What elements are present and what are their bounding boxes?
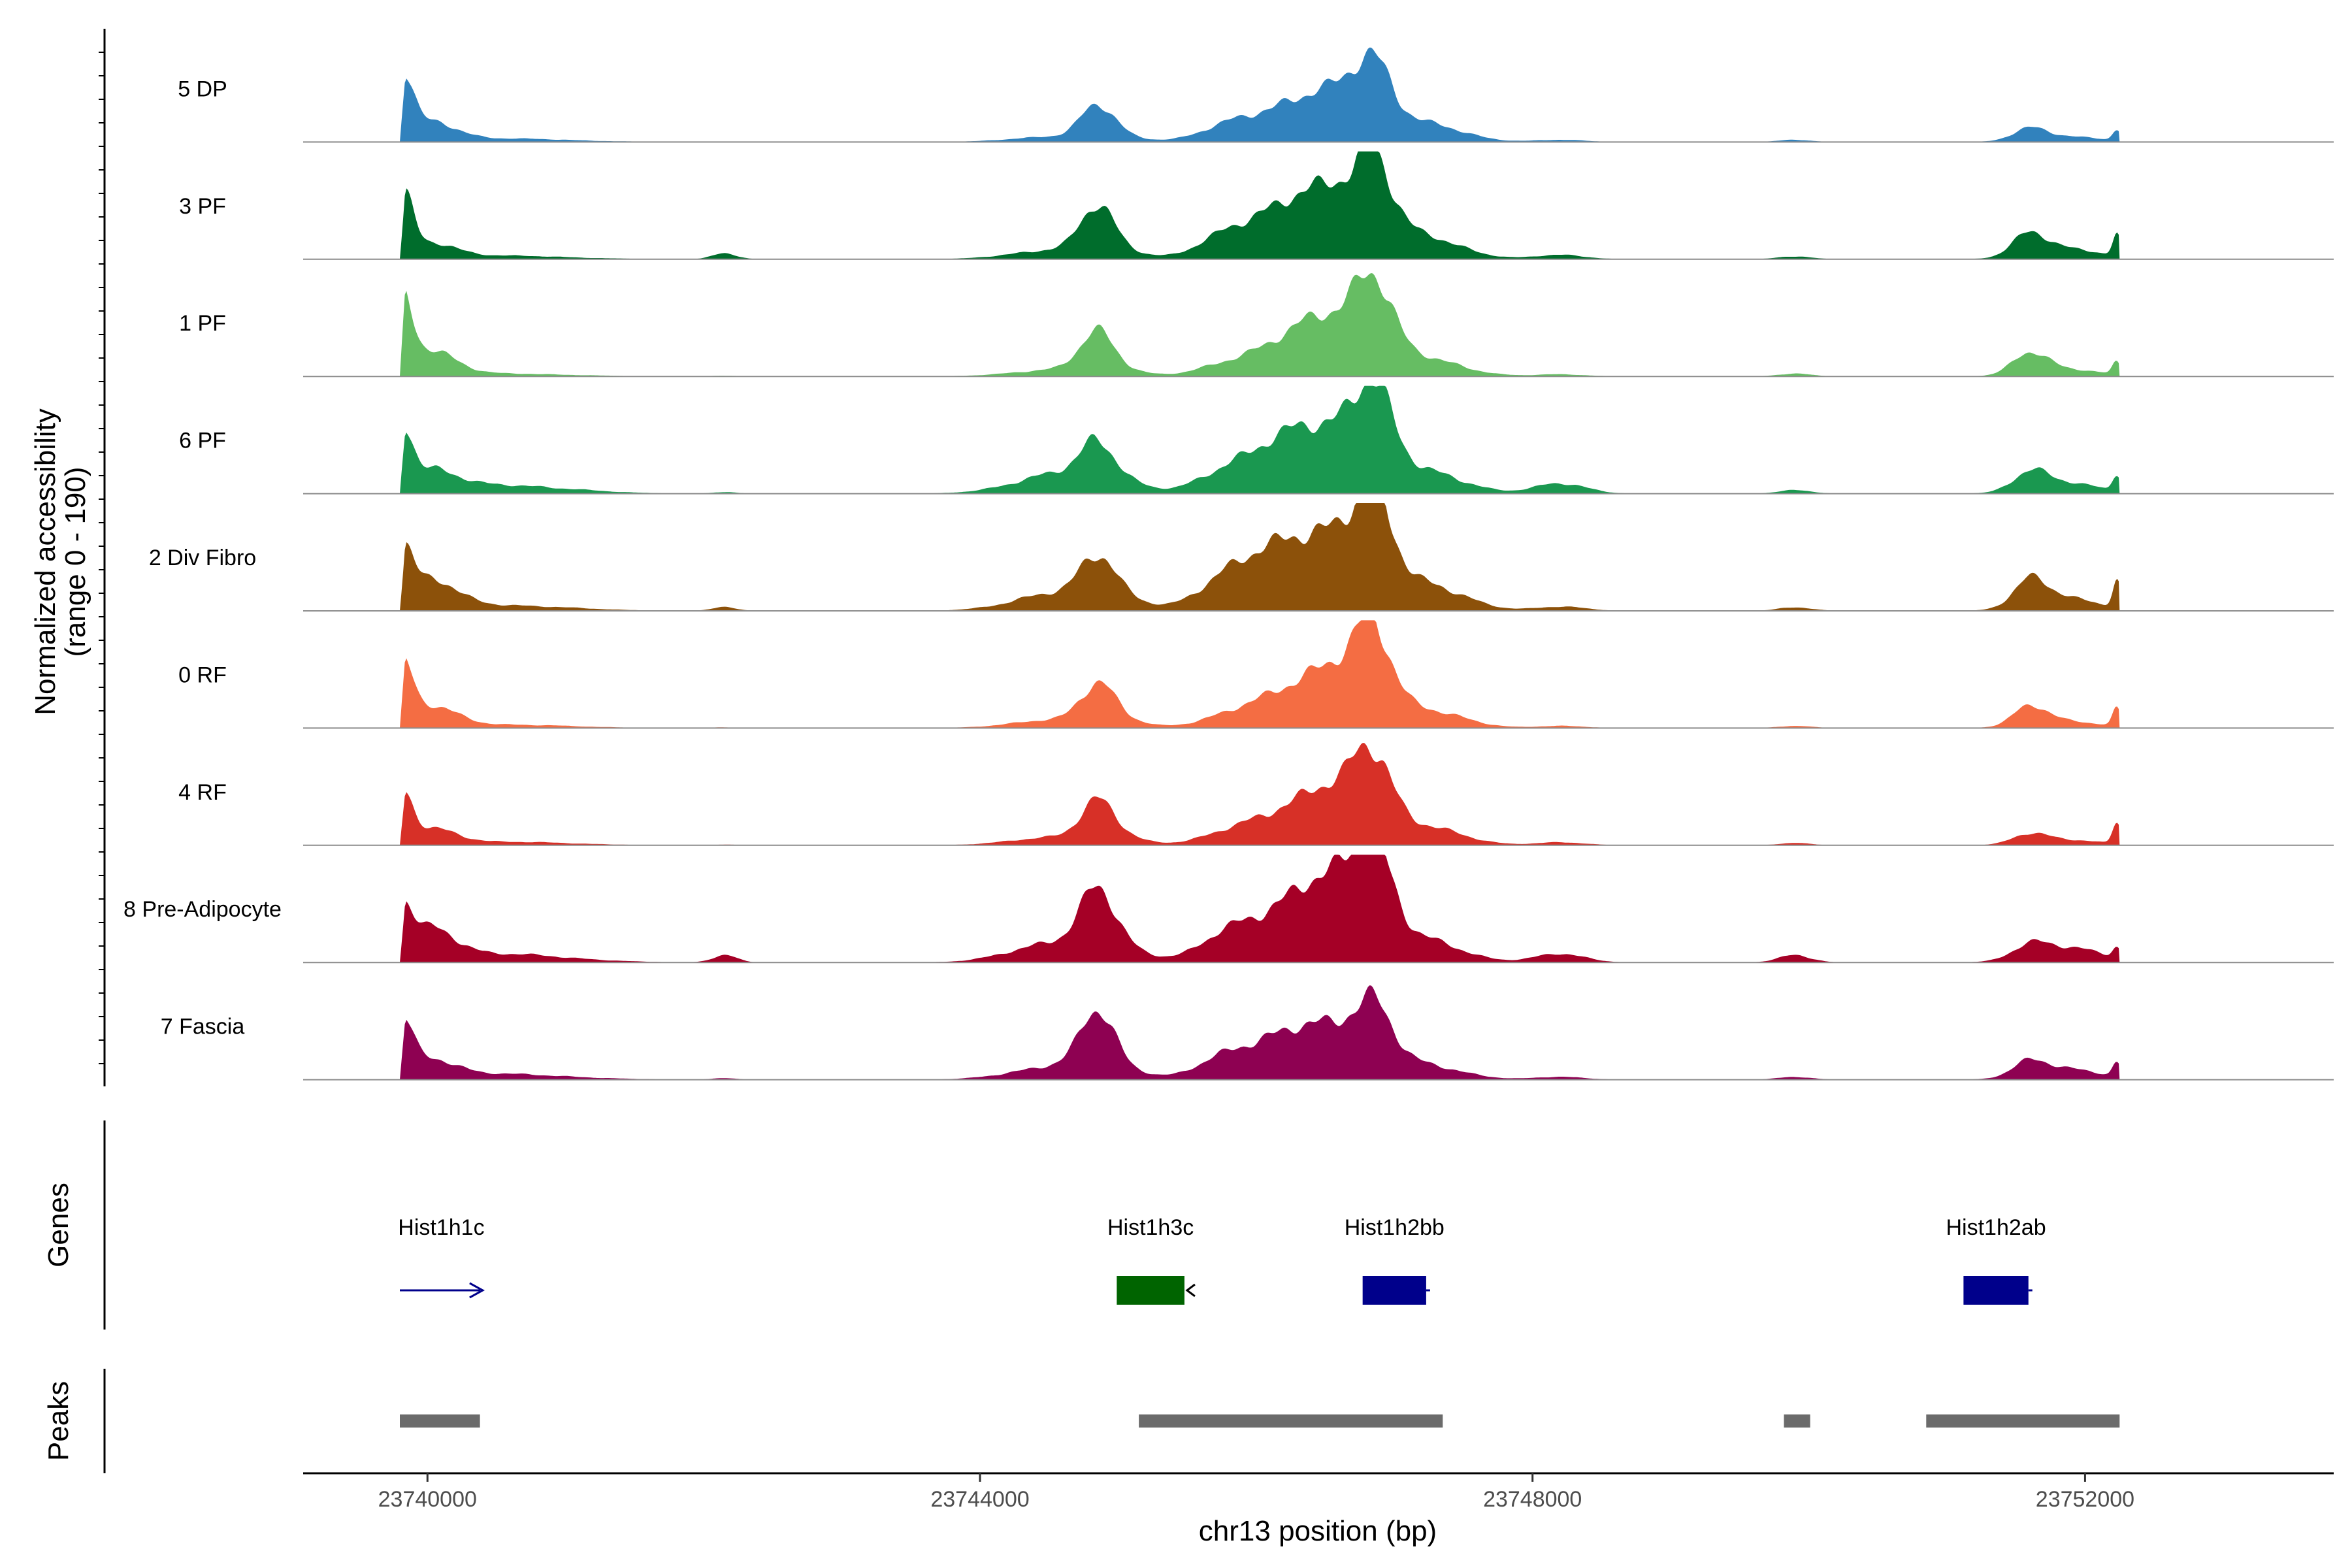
peak-region <box>1139 1414 1443 1428</box>
gene-label: Hist1h2bb <box>1345 1215 1445 1240</box>
x-tick-label: 23752000 <box>2036 1487 2134 1512</box>
peaks-track-title: Peaks <box>42 1381 74 1461</box>
track-label: 6 PF <box>179 429 226 453</box>
track-label: 7 Fascia <box>161 1015 245 1039</box>
track-label: 1 PF <box>179 311 226 336</box>
peak-region <box>1926 1414 2119 1428</box>
peak-region <box>1784 1414 1810 1428</box>
track-label: 2 Div Fibro <box>149 546 256 570</box>
track-label: 3 PF <box>179 194 226 219</box>
gene-body <box>1363 1276 1426 1305</box>
y-axis-title-line-1: Normalized accessibility <box>29 408 61 715</box>
gene-body <box>1117 1276 1184 1305</box>
gene-label: Hist1h1c <box>398 1215 484 1240</box>
x-tick-label: 23748000 <box>1483 1487 1582 1512</box>
gene-body <box>1963 1276 2028 1305</box>
track-label: 8 Pre-Adipocyte <box>123 897 282 922</box>
x-axis-title: chr13 position (bp) <box>1199 1515 1437 1547</box>
track-label: 4 RF <box>178 780 227 805</box>
track-label: 5 DP <box>178 76 227 101</box>
x-tick-label: 23740000 <box>378 1487 477 1512</box>
gene-label: Hist1h2ab <box>1946 1215 2046 1240</box>
gene-label: Hist1h3c <box>1107 1215 1194 1240</box>
figure-background <box>0 0 2352 1568</box>
peak-region <box>400 1414 480 1428</box>
y-axis-title-line-2: (range 0 - 190) <box>59 466 91 657</box>
track-label: 0 RF <box>178 662 227 687</box>
genome-track-figure: 5 DP 3 PF 1 PF 6 PF 2 Div Fibro 0 RF 4 RF 8 Pre… <box>0 0 2352 1568</box>
x-tick-label: 23744000 <box>930 1487 1029 1512</box>
genes-track-title: Genes <box>42 1183 74 1267</box>
